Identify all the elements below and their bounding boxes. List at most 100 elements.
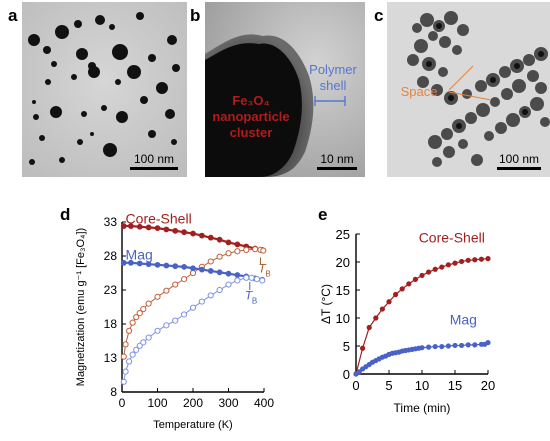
core-label-line1: Fe₃O₄: [232, 93, 270, 108]
series-1-point: [133, 314, 140, 321]
x-tick-label: 5: [385, 378, 392, 393]
series-0-point: [120, 223, 127, 229]
annotation-core-shell: Core-Shell: [126, 210, 192, 226]
x-axis-label: Time (min): [394, 401, 451, 415]
series-0-point: [207, 234, 214, 241]
series-0-point: [225, 239, 232, 246]
tb-core-shell-label: T: [258, 261, 267, 275]
y-tick-label: 13: [104, 351, 118, 365]
series-2-point: [190, 265, 196, 272]
series-0-point: [216, 236, 223, 243]
series-0-point: [399, 286, 405, 292]
series-1-point: [234, 248, 241, 255]
series-1-point: [181, 276, 188, 283]
shell-thickness-marker: [314, 96, 346, 106]
x-axis-label: Temperature (K): [153, 419, 232, 431]
series-1-point: [145, 300, 152, 307]
series-2-point: [127, 259, 134, 266]
series-1-point: [252, 246, 259, 253]
shell-label-line1: Polymer: [309, 62, 357, 77]
series-0-point: [190, 230, 196, 237]
panel-e-letter: e: [318, 205, 328, 224]
series-0-point: [465, 257, 471, 263]
tb-mag-sub: B: [252, 297, 257, 306]
series-3-point: [172, 317, 179, 324]
series-0-point: [445, 262, 451, 268]
series-3-point: [248, 274, 255, 281]
x-tick-label: 20: [481, 378, 495, 393]
series-3-point: [216, 286, 223, 294]
series-2-point: [136, 260, 143, 267]
series-1-point: [419, 345, 425, 351]
x-tick-label: 0: [352, 378, 359, 393]
tem-b-svg: Fe₃O₄ nanoparticle cluster Polymer shell…: [205, 2, 365, 177]
series-1-point: [225, 250, 232, 257]
x-tick-label: 15: [448, 378, 462, 393]
y-tick-label: 5: [343, 339, 350, 354]
tem-c-scalebar-label: 100 nm: [499, 152, 539, 166]
series-1-point: [465, 342, 471, 348]
series-0-point: [419, 272, 425, 279]
series-0-point: [432, 266, 438, 272]
series-1-point: [216, 253, 223, 260]
series-3-point: [122, 368, 129, 375]
series-0-point: [459, 258, 465, 265]
series-3-point: [120, 378, 127, 385]
tem-c-svg: Space 100 nm: [387, 2, 550, 177]
series-1-point: [136, 310, 143, 317]
series-1-point: [129, 319, 136, 326]
series-2-point: [216, 269, 223, 276]
series-0-point: [181, 229, 188, 236]
annotation-mag: Mag: [126, 246, 153, 262]
y-tick-label: 25: [336, 227, 350, 242]
series-1-point: [120, 353, 127, 360]
series-1-point: [459, 342, 465, 349]
series-3-point: [259, 277, 266, 284]
series-1-point: [452, 342, 458, 349]
series-2-point: [120, 259, 127, 266]
series-3-point: [181, 311, 188, 318]
series-3-point: [129, 351, 136, 358]
series-0-point: [379, 306, 385, 312]
series-0-point: [439, 264, 445, 270]
space-label: Space: [401, 84, 438, 99]
series-2-point: [172, 263, 179, 270]
series-1-point: [260, 247, 267, 254]
series-0-point: [198, 232, 205, 239]
y-tick-label: 10: [336, 311, 350, 326]
series-0-point: [478, 256, 484, 262]
series-2-point: [154, 261, 161, 268]
y-tick-label: 18: [104, 317, 118, 331]
series-1-point: [122, 341, 129, 348]
series-3-point: [154, 327, 161, 334]
series-2-point: [225, 270, 232, 277]
series-3-point: [234, 277, 241, 284]
legend-mag: Mag: [450, 312, 477, 328]
y-tick-label: 20: [336, 255, 350, 270]
magnetization-chart: 0 100 200 300 400 8 13 18 23 28 33 Temperature (K) M…: [75, 210, 274, 431]
series-1-point: [189, 269, 197, 277]
series-1-point: [207, 258, 214, 265]
series-0-point: [472, 257, 478, 263]
series-0-point: [136, 223, 143, 230]
y-tick-label: 15: [336, 283, 350, 298]
series-2-point: [163, 262, 170, 269]
series-1-point: [445, 343, 451, 349]
core-label-line2: nanoparticle: [212, 109, 289, 124]
series-0-point: [145, 224, 152, 231]
series-3-point: [189, 304, 197, 311]
series-1-line: [123, 248, 264, 357]
series-1-point: [172, 281, 179, 288]
series-2-point: [145, 261, 152, 268]
tem-image-c: Space 100 nm: [387, 2, 550, 177]
tem-image-a: 100 nm: [22, 2, 187, 177]
series-2-point: [198, 266, 205, 273]
heating-chart: 0 5 10 15 20 0 5 10 15 20 25 Time (min) ΔT (°C) Core-…: [320, 227, 495, 415]
panel-d-letter: d: [60, 205, 71, 224]
legend-core-shell: Core-Shell: [419, 229, 485, 245]
tem-a-scalebar-label: 100 nm: [134, 152, 174, 166]
series-0-point: [172, 227, 179, 234]
panel-b-letter: b: [190, 6, 201, 25]
x-tick-label: 400: [254, 396, 274, 410]
series-1-point: [432, 343, 438, 350]
